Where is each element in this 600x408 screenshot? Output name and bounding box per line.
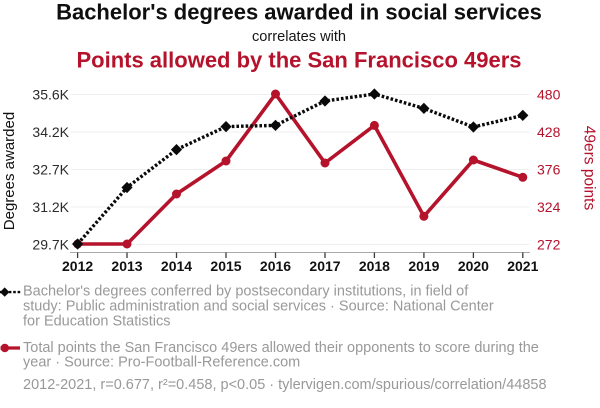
svg-text:correlates with: correlates with bbox=[252, 29, 346, 45]
svg-text:2020: 2020 bbox=[458, 258, 489, 274]
svg-text:Bachelor's degrees conferred b: Bachelor's degrees conferred by postseco… bbox=[23, 284, 469, 300]
svg-text:Degrees awarded: Degrees awarded bbox=[1, 112, 18, 230]
svg-text:year · Source: Pro-Football-Re: year · Source: Pro-Football-Reference.co… bbox=[23, 355, 300, 371]
svg-text:study: Public administration a: study: Public administration and social … bbox=[23, 299, 494, 315]
svg-text:29.7K: 29.7K bbox=[32, 237, 69, 253]
svg-text:for Education Statistics: for Education Statistics bbox=[23, 314, 171, 330]
svg-text:2013: 2013 bbox=[111, 258, 142, 274]
svg-text:2017: 2017 bbox=[309, 258, 340, 274]
svg-text:2019: 2019 bbox=[408, 258, 439, 274]
svg-text:2016: 2016 bbox=[260, 258, 291, 274]
svg-text:2012-2021, r=0.677, r²=0.458,: 2012-2021, r=0.677, r²=0.458, p<0.05 · t… bbox=[23, 377, 547, 393]
svg-text:Bachelor's degrees awarded in: Bachelor's degrees awarded in social ser… bbox=[56, 0, 542, 25]
svg-text:2018: 2018 bbox=[359, 258, 390, 274]
svg-text:324: 324 bbox=[537, 199, 561, 215]
svg-text:376: 376 bbox=[537, 162, 561, 178]
svg-text:2021: 2021 bbox=[507, 258, 538, 274]
svg-text:480: 480 bbox=[537, 87, 561, 103]
svg-text:272: 272 bbox=[537, 237, 561, 253]
svg-text:49ers points: 49ers points bbox=[581, 126, 598, 211]
svg-text:2015: 2015 bbox=[210, 258, 241, 274]
svg-text:Total points the San Francisco: Total points the San Francisco 49ers all… bbox=[23, 340, 539, 356]
svg-text:Points allowed by the San Fran: Points allowed by the San Francisco 49er… bbox=[76, 48, 521, 73]
svg-text:31.2K: 31.2K bbox=[32, 199, 69, 215]
svg-text:34.2K: 34.2K bbox=[32, 124, 69, 140]
svg-text:428: 428 bbox=[537, 124, 561, 140]
svg-text:35.6K: 35.6K bbox=[32, 87, 69, 103]
svg-text:32.7K: 32.7K bbox=[32, 162, 69, 178]
svg-text:2012: 2012 bbox=[62, 258, 93, 274]
svg-text:2014: 2014 bbox=[161, 258, 192, 274]
